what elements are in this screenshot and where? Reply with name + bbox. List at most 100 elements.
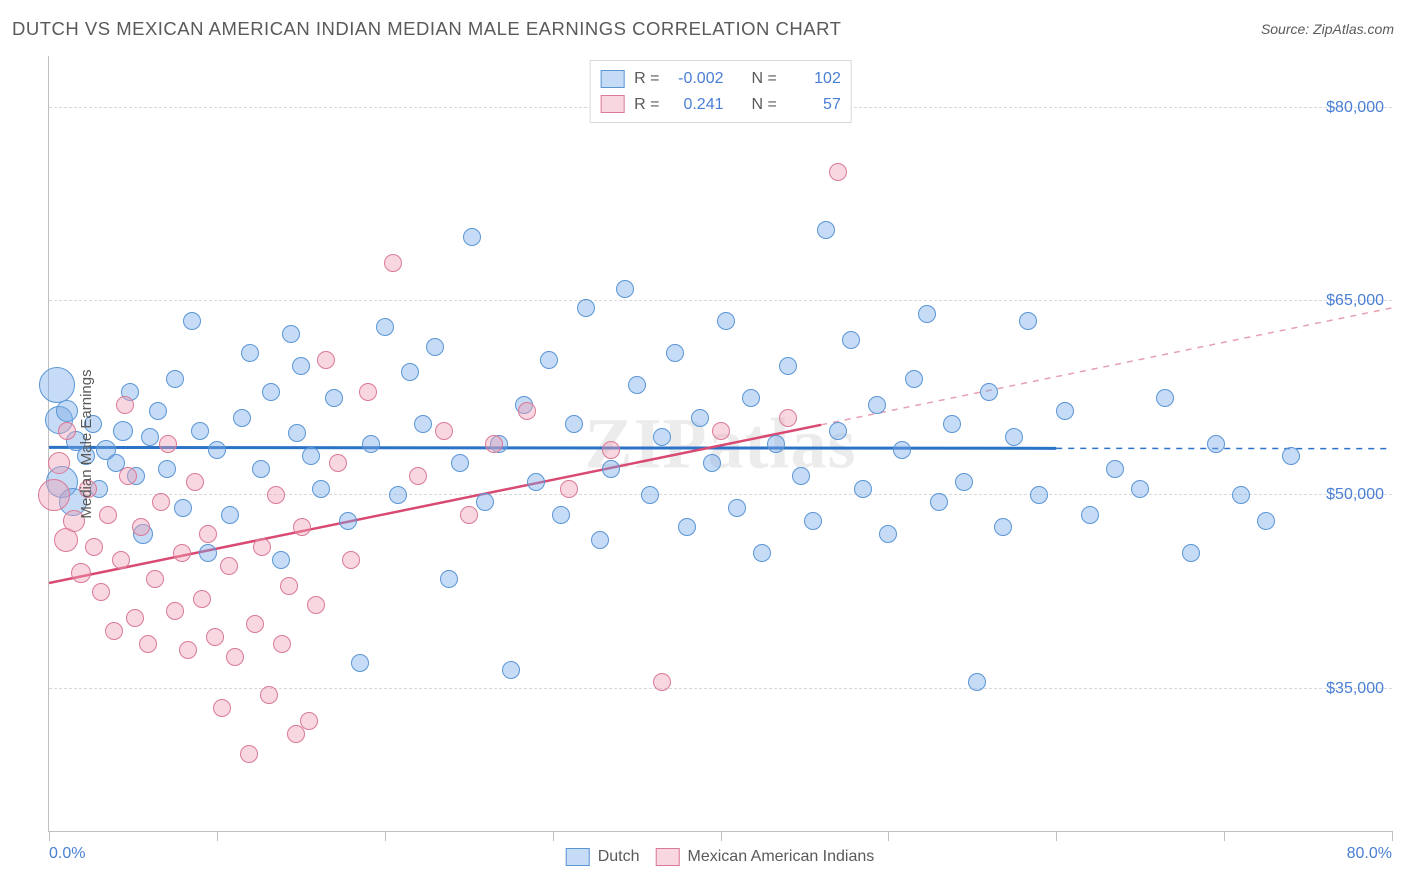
data-point-mexican [99,506,117,524]
data-point-dutch [792,467,810,485]
data-point-mexican [653,673,671,691]
data-point-mexican [112,551,130,569]
data-point-mexican [307,596,325,614]
x-tick [721,831,722,841]
legend-item: Dutch [566,848,640,866]
data-point-mexican [152,493,170,511]
data-point-mexican [186,473,204,491]
data-point-mexican [317,351,335,369]
data-point-dutch [829,422,847,440]
data-point-mexican [300,712,318,730]
data-point-mexican [253,538,271,556]
data-point-mexican [560,480,578,498]
data-point-dutch [918,305,936,323]
scatter-plot: ZIPatlas R =-0.002N =102R =0.241N =57 $3… [48,56,1392,832]
gridline [49,494,1392,495]
data-point-mexican [287,725,305,743]
legend-stat-row: R =-0.002N =102 [600,66,841,92]
chart-title: DUTCH VS MEXICAN AMERICAN INDIAN MEDIAN … [12,18,841,40]
data-point-mexican [213,699,231,717]
data-point-mexican [246,615,264,633]
data-point-dutch [905,370,923,388]
data-point-dutch [426,338,444,356]
data-point-mexican [85,538,103,556]
data-point-dutch [339,512,357,530]
x-tick [888,831,889,841]
trendlines [49,56,1392,831]
data-point-dutch [1056,402,1074,420]
data-point-dutch [552,506,570,524]
data-point-dutch [527,473,545,491]
legend-label: Mexican American Indians [688,848,875,866]
data-point-dutch [728,499,746,517]
data-point-mexican [139,635,157,653]
data-point-mexican [273,635,291,653]
data-point-dutch [980,383,998,401]
legend-label: Dutch [598,848,640,866]
data-point-mexican [240,745,258,763]
data-point-dutch [272,551,290,569]
data-point-dutch [292,357,310,375]
data-point-dutch [804,512,822,530]
data-point-mexican [105,622,123,640]
data-point-mexican [173,544,191,562]
y-tick-label: $50,000 [1326,486,1384,504]
data-point-dutch [666,344,684,362]
data-point-mexican [435,422,453,440]
data-point-dutch [565,415,583,433]
data-point-mexican [280,577,298,595]
n-label: N = [752,66,777,92]
data-point-mexican [518,402,536,420]
data-point-mexican [384,254,402,272]
data-point-mexican [267,486,285,504]
data-point-dutch [401,363,419,381]
data-point-dutch [1182,544,1200,562]
data-point-dutch [868,396,886,414]
data-point-mexican [92,583,110,601]
data-point-dutch [191,422,209,440]
data-point-dutch [1282,447,1300,465]
data-point-dutch [742,389,760,407]
x-tick [385,831,386,841]
data-point-mexican [485,435,503,453]
data-point-dutch [1081,506,1099,524]
data-point-dutch [968,673,986,691]
y-tick-label: $35,000 [1326,680,1384,698]
data-point-dutch [691,409,709,427]
data-point-mexican [829,163,847,181]
legend-item: Mexican American Indians [656,848,875,866]
data-point-mexican [226,648,244,666]
data-point-dutch [577,299,595,317]
data-point-dutch [325,389,343,407]
data-point-mexican [779,409,797,427]
data-point-mexican [460,506,478,524]
data-point-dutch [166,370,184,388]
legend-swatch [566,848,590,866]
data-point-dutch [879,525,897,543]
legend-stats: R =-0.002N =102R =0.241N =57 [589,60,852,123]
data-point-dutch [842,331,860,349]
r-label: R = [634,92,659,118]
data-point-dutch [779,357,797,375]
data-point-mexican [126,609,144,627]
data-point-mexican [359,383,377,401]
y-tick-label: $65,000 [1326,292,1384,310]
data-point-mexican [116,396,134,414]
gridline [49,688,1392,689]
data-point-dutch [1257,512,1275,530]
data-point-dutch [591,531,609,549]
data-point-dutch [1131,480,1149,498]
data-point-dutch [1030,486,1048,504]
y-tick-label: $80,000 [1326,99,1384,117]
data-point-mexican [342,551,360,569]
data-point-dutch [312,480,330,498]
data-point-dutch [376,318,394,336]
data-point-dutch [943,415,961,433]
data-point-dutch [854,480,872,498]
r-label: R = [634,66,659,92]
data-point-mexican [166,602,184,620]
data-point-dutch [602,460,620,478]
data-point-mexican [38,479,70,511]
n-value: 57 [787,92,841,118]
data-point-dutch [1232,486,1250,504]
